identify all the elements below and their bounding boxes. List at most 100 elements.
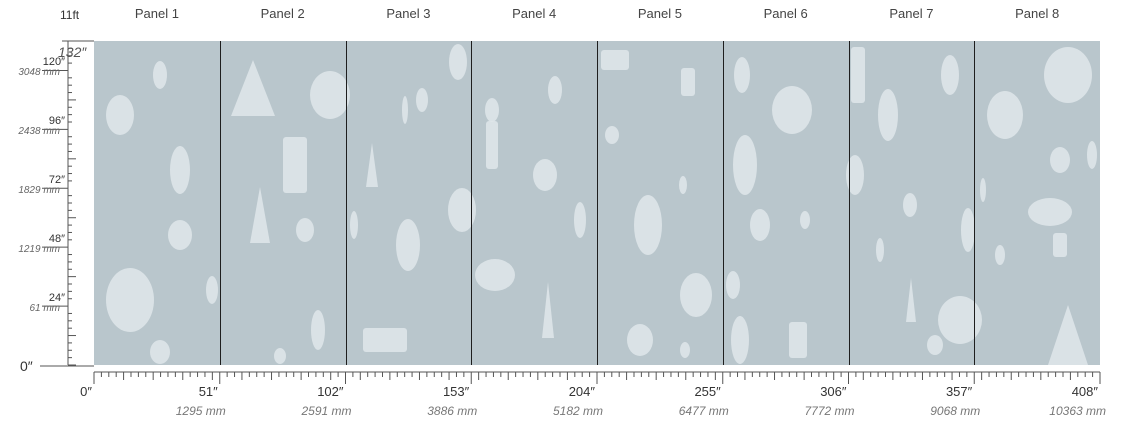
figure-silhouette: [548, 76, 562, 104]
figure-silhouette: [750, 209, 770, 241]
x-axis-mm-label: 2591 mm: [301, 404, 352, 418]
y-axis-inch-label: 120″: [42, 56, 65, 69]
figure-silhouette: [634, 195, 662, 255]
panel-divider: [597, 41, 598, 365]
x-axis-inch-label: 153″: [442, 384, 470, 399]
figure-silhouette: [733, 135, 757, 195]
figure-silhouette: [679, 176, 687, 194]
figure-silhouette: [1087, 141, 1097, 169]
figure-silhouette: [250, 187, 270, 243]
figure-silhouette: [680, 273, 712, 317]
figure-silhouette: [938, 296, 982, 344]
figure-silhouette: [601, 50, 629, 70]
figure-silhouette: [574, 202, 586, 238]
figure-silhouette: [903, 193, 917, 217]
x-axis-mm-label: 9068 mm: [930, 404, 981, 418]
x-axis-inch-label: 204″: [568, 384, 595, 399]
figure-silhouette: [311, 310, 325, 350]
figure-silhouette: [475, 259, 515, 291]
figure-silhouette: [396, 219, 420, 271]
figure-silhouette: [876, 238, 884, 262]
panel-label: Panel 1: [134, 6, 179, 21]
y-axis-mm-label: 3048 mm: [18, 67, 60, 79]
x-axis-mm-label: 5182 mm: [552, 404, 603, 418]
panel-label: Panel 2: [260, 6, 305, 21]
y-axis-inch-label: 48″: [48, 233, 65, 246]
y-axis-inch-label: 24″: [48, 292, 65, 305]
y-axis-mm-label: 1829 mm: [18, 185, 60, 197]
figure-silhouette: [153, 61, 167, 89]
figure-silhouette: [533, 159, 557, 191]
figure-silhouette: [206, 276, 218, 304]
figure-silhouette: [961, 208, 975, 252]
panel-label: Panel 5: [637, 6, 682, 21]
panel-label: Panel 4: [512, 6, 557, 21]
figure-silhouette: [486, 121, 498, 169]
panel-label: Panel 6: [763, 6, 808, 21]
figure-silhouette: [987, 91, 1023, 139]
panel-label: Panel 3: [386, 6, 431, 21]
figure-silhouette: [995, 245, 1005, 265]
figure-silhouette: [168, 220, 192, 250]
figure-silhouette: [1044, 47, 1092, 103]
figure-silhouette: [150, 340, 170, 364]
panel-divider: [220, 41, 221, 365]
figure-silhouette: [1028, 198, 1072, 226]
figure-silhouette: [542, 282, 554, 338]
figure-silhouette: [800, 211, 810, 229]
panel-divider: [974, 41, 975, 365]
figure-silhouette: [485, 98, 499, 122]
y-axis-mm-label: 1219 mm: [18, 244, 60, 256]
figure-silhouette: [416, 88, 428, 112]
x-axis-inch-label: 0″: [80, 384, 92, 399]
figure-silhouette: [726, 271, 740, 299]
figure-silhouette: [772, 86, 812, 134]
figure-silhouette: [980, 178, 986, 202]
height-top-inch-label: 132″: [58, 44, 87, 60]
figure-silhouette: [350, 211, 358, 239]
figure-silhouette: [605, 126, 619, 144]
figure-silhouette: [627, 324, 653, 356]
y-axis-inch-label: 96″: [48, 115, 65, 128]
panel-divider: [346, 41, 347, 365]
figure-silhouette: [680, 342, 690, 358]
figure-silhouette: [1053, 233, 1067, 257]
figure-silhouette: [851, 47, 865, 103]
figure-silhouette: [1050, 147, 1070, 173]
figure-silhouette: [789, 322, 807, 358]
panel-divider: [849, 41, 850, 365]
panel-label: Panel 7: [889, 6, 934, 21]
figure-silhouette: [731, 316, 749, 364]
figure-silhouette: [106, 95, 134, 135]
figure-silhouette: [449, 44, 467, 80]
x-axis-inch-label: 408″: [1071, 384, 1098, 399]
x-axis-inch-label: 102″: [317, 384, 344, 399]
figure-silhouette: [1048, 305, 1088, 365]
x-axis-inch-label: 255″: [694, 384, 721, 399]
x-axis-inch-label: 357″: [945, 384, 973, 399]
figure-silhouette: [283, 137, 307, 193]
x-axis-mm-label: 7772 mm: [804, 404, 855, 418]
figure-silhouette: [906, 278, 916, 322]
figure-silhouette: [402, 96, 408, 124]
figure-silhouette: [170, 146, 190, 194]
x-axis-inch-label: 306″: [820, 384, 847, 399]
figure-silhouette: [927, 335, 943, 355]
panel-divider: [471, 41, 472, 365]
y-axis-inch-label: 72″: [48, 174, 65, 187]
x-axis-mm-label: 3886 mm: [427, 404, 478, 418]
y-axis-mm-label: 61 mm: [29, 303, 60, 315]
figure-silhouette: [296, 218, 314, 242]
figure-silhouette: [941, 55, 959, 95]
figure-silhouette: [106, 268, 154, 332]
figure-silhouette: [681, 68, 695, 96]
figure-silhouette: [878, 89, 898, 141]
figure-silhouette: [274, 348, 286, 364]
x-axis-mm-label: 10363 mm: [1049, 404, 1106, 418]
figure-silhouette: [846, 155, 864, 195]
y-axis-mm-label: 2438 mm: [18, 126, 60, 138]
figure-silhouette: [734, 57, 750, 93]
height-feet-label: 11ft: [60, 8, 80, 22]
